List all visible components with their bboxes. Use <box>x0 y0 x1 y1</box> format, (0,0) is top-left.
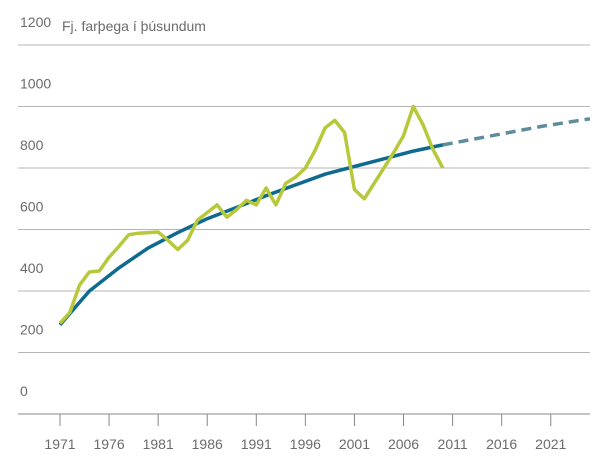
y-tick-label: 400 <box>20 260 44 276</box>
series-line <box>442 117 591 147</box>
x-tick-label: 2006 <box>388 436 419 452</box>
x-tick-label: 2011 <box>438 436 468 452</box>
x-tick-label: 2021 <box>535 436 566 452</box>
y-tick-label: 800 <box>20 137 44 153</box>
x-tick-label: 1991 <box>241 436 272 452</box>
y-tick-label: 200 <box>20 322 44 338</box>
x-tick-label: 1981 <box>143 436 174 452</box>
y-tick-label: 1200 <box>20 14 51 30</box>
x-tick-label: 1996 <box>290 436 321 452</box>
x-tick-label: 2016 <box>486 436 517 452</box>
x-tick-label: 1986 <box>192 436 223 452</box>
x-tick-label: 2001 <box>339 436 370 452</box>
y-tick-label: 1000 <box>20 76 51 92</box>
x-tick-label: 1971 <box>44 436 75 452</box>
x-tick-label: 1976 <box>93 436 124 452</box>
series-line <box>58 143 444 326</box>
y-tick-label: 600 <box>20 199 44 215</box>
y-axis-label: Fj. farþega í þúsundum <box>62 18 206 34</box>
y-tick-label: 0 <box>20 383 28 399</box>
series-line <box>58 104 445 325</box>
